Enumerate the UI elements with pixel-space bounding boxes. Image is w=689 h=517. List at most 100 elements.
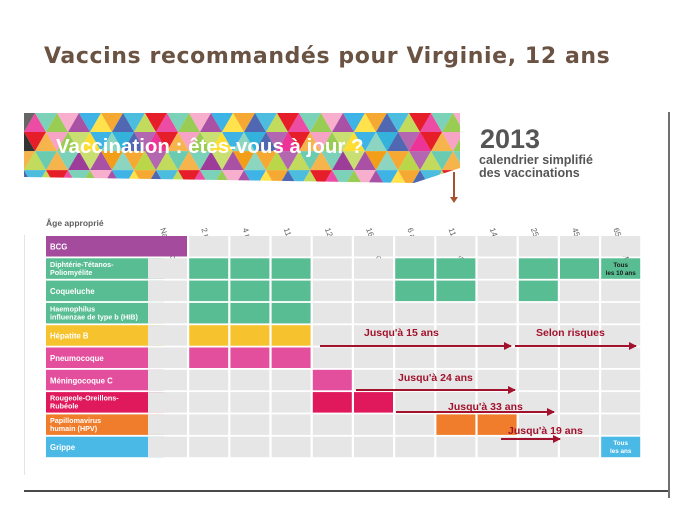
mosaic-tile xyxy=(365,189,387,208)
annotation-jusqua-24-ans: Jusqu'à 24 ans xyxy=(398,372,473,384)
mosaic-tile xyxy=(332,189,354,208)
mosaic-tile xyxy=(134,113,156,133)
vaccine-label: Pneumocoque xyxy=(50,354,104,363)
vaccine-label: BCG xyxy=(50,243,67,252)
schedule-cell-filled xyxy=(354,392,393,413)
schedule-cell-empty xyxy=(271,436,311,458)
vaccine-row: Hépatite B xyxy=(46,325,641,346)
mosaic-tile xyxy=(453,113,460,133)
mosaic-tile xyxy=(321,113,343,133)
schedule-cell-empty xyxy=(560,414,599,435)
schedule-cell-filled xyxy=(230,325,270,346)
schedule-cell-filled xyxy=(230,347,270,368)
mosaic-tile xyxy=(343,189,365,208)
mosaic-tile xyxy=(376,151,398,171)
schedule-cell-empty xyxy=(271,414,311,435)
cell-note: les ans xyxy=(610,448,632,455)
schedule-cell-filled xyxy=(271,258,311,279)
mosaic-tile xyxy=(79,113,101,133)
vaccine-row: Coqueluche xyxy=(46,280,641,302)
schedule-cell-empty xyxy=(354,436,393,458)
mosaic-tile xyxy=(497,189,519,208)
banner-question: Vaccination : êtes-vous à jour ? xyxy=(56,135,364,158)
schedule-cell-empty xyxy=(312,302,352,324)
schedule-cell-empty xyxy=(148,369,187,391)
mosaic-tile xyxy=(420,189,442,208)
mosaic-tile xyxy=(222,132,244,152)
mosaic-tile xyxy=(332,132,354,152)
schedule-cell-empty xyxy=(148,347,187,368)
mosaic-tile xyxy=(90,170,112,183)
mosaic-tile xyxy=(134,189,156,208)
schedule-cell-empty xyxy=(601,347,641,368)
schedule-cell-filled xyxy=(601,258,641,279)
mosaic-tile xyxy=(266,132,288,152)
schedule-cell-empty xyxy=(601,369,641,391)
schedule-cell-empty xyxy=(148,436,187,458)
mosaic-tile xyxy=(321,132,343,152)
vaccine-label: Méningocoque C xyxy=(50,376,113,385)
mosaic-tile xyxy=(409,132,431,152)
mosaic-tile xyxy=(24,132,35,152)
mosaic-tile xyxy=(233,170,255,183)
schedule-cell-empty xyxy=(312,347,352,368)
schedule-cell-filled xyxy=(312,369,352,391)
schedule-cell-empty xyxy=(436,369,476,391)
mosaic-tile xyxy=(277,170,299,183)
schedule-cell-empty xyxy=(354,347,393,368)
schedule-cell-empty xyxy=(395,369,435,391)
vaccine-label: Grippe xyxy=(50,443,76,452)
mosaic-tile xyxy=(57,113,79,133)
mosaic-tile xyxy=(68,132,90,152)
mosaic-tile xyxy=(365,132,387,152)
schedule-cell-empty xyxy=(312,236,352,257)
mosaic-tile xyxy=(200,170,222,183)
mosaic-tile xyxy=(79,132,101,152)
mosaic-tile xyxy=(266,189,288,208)
mosaic-tile xyxy=(189,113,211,133)
schedule-cell-empty xyxy=(560,280,599,302)
banner: Vaccination : êtes-vous à jour ? 2013 ca… xyxy=(24,113,593,208)
mosaic-tile xyxy=(398,151,420,171)
mosaic-tile xyxy=(343,132,365,152)
schedule-cell-empty xyxy=(189,236,229,257)
mosaic-tile xyxy=(255,170,277,183)
mosaic-tile xyxy=(288,170,310,183)
schedule-cell-empty xyxy=(354,302,393,324)
mosaic-tile xyxy=(409,151,431,171)
mosaic-tile xyxy=(387,132,409,152)
mosaic-tile xyxy=(101,132,123,152)
vaccine-label: Diphtérie-Tétanos- xyxy=(50,260,114,269)
vaccination-calendar: Vaccination : êtes-vous à jour ? 2013 ca… xyxy=(24,113,656,493)
mosaic-tile xyxy=(189,151,211,171)
mosaic-tile xyxy=(266,170,288,183)
schedule-cell-empty xyxy=(395,392,435,413)
mosaic-tile xyxy=(79,189,101,208)
mosaic-tile xyxy=(233,151,255,171)
mosaic-tile xyxy=(376,189,398,208)
mosaic-tile xyxy=(24,113,46,133)
mosaic-tile xyxy=(354,151,376,171)
mosaic-tile xyxy=(156,151,178,171)
annotation-selon-risques: Selon risques xyxy=(536,327,605,339)
schedule-cells: BCGDiphtérie-Tétanos-PoliomyéliteTousles… xyxy=(46,236,641,458)
mosaic-tile xyxy=(299,132,321,152)
mosaic-tile xyxy=(431,189,453,208)
mosaic-tile xyxy=(233,189,255,208)
schedule-cell-empty xyxy=(312,325,352,346)
vaccine-row: BCG xyxy=(46,236,641,257)
schedule-cell-empty xyxy=(230,392,270,413)
mosaic-tile xyxy=(486,189,508,208)
mosaic-tile xyxy=(68,151,90,171)
schedule-cell-filled xyxy=(148,236,187,257)
mosaic-tile xyxy=(200,132,222,152)
mosaic-tile xyxy=(211,151,233,171)
schedule-cell-empty xyxy=(518,325,558,346)
mosaic-tile xyxy=(35,151,57,171)
schedule-cell-empty xyxy=(518,436,558,458)
mosaic-tile xyxy=(266,151,288,171)
mosaic-tile xyxy=(200,113,222,133)
schedule-cell-empty xyxy=(271,236,311,257)
mosaic-tile xyxy=(244,170,266,183)
mosaic-tile xyxy=(409,113,431,133)
